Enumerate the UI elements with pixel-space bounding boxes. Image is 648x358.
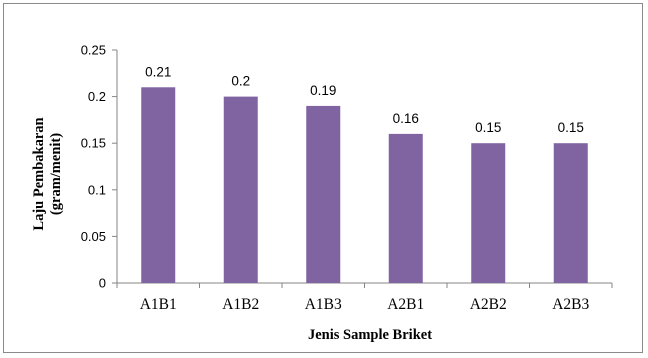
y-tick-label: 0.15: [81, 136, 106, 151]
y-axis-title-line2: (gram/menit): [48, 133, 64, 215]
bar-a2b2: [471, 143, 506, 283]
chart-labels: 0.21 A1B1 0.2 A1B2 0.19 A1B3 0.16 A2B1 0.15 A2B2 0…: [140, 64, 590, 313]
bar-a1b2: [223, 96, 258, 283]
y-axis-title-line1: Laju Pembakaran: [31, 117, 47, 230]
x-tick-label-a1b3: A1B3: [305, 296, 342, 313]
bar-a2b1: [388, 133, 423, 283]
data-label-a2b1: 0.16: [393, 111, 419, 126]
bar-a2b3: [553, 143, 588, 283]
y-tick-label: 0.2: [88, 89, 106, 104]
x-tick-label-a2b2: A2B2: [470, 296, 507, 313]
x-tick-label-a2b3: A2B3: [552, 296, 589, 313]
y-tick-label: 0: [99, 276, 106, 291]
x-axis-title: Jenis Sample Briket: [308, 327, 432, 343]
data-label-a2b3: 0.15: [558, 120, 584, 135]
data-label-a2b2: 0.15: [475, 120, 501, 135]
chart-axes: 0 0.05 0.1 0.15 0.2 0.25: [81, 43, 613, 291]
x-tick-label-a2b1: A2B1: [387, 296, 424, 313]
data-label-a1b2: 0.2: [231, 74, 250, 89]
chart-bars: [141, 87, 588, 283]
bar-a1b3: [306, 105, 341, 283]
data-label-a1b1: 0.21: [145, 64, 171, 79]
y-tick-label: 0.05: [81, 229, 106, 244]
bar-a1b1: [141, 87, 176, 283]
data-label-a1b3: 0.19: [310, 83, 336, 98]
x-tick-label-a1b2: A1B2: [222, 296, 259, 313]
y-tick-label: 0.25: [81, 43, 106, 58]
y-tick-label: 0.1: [88, 182, 106, 197]
x-tick-label-a1b1: A1B1: [140, 296, 177, 313]
